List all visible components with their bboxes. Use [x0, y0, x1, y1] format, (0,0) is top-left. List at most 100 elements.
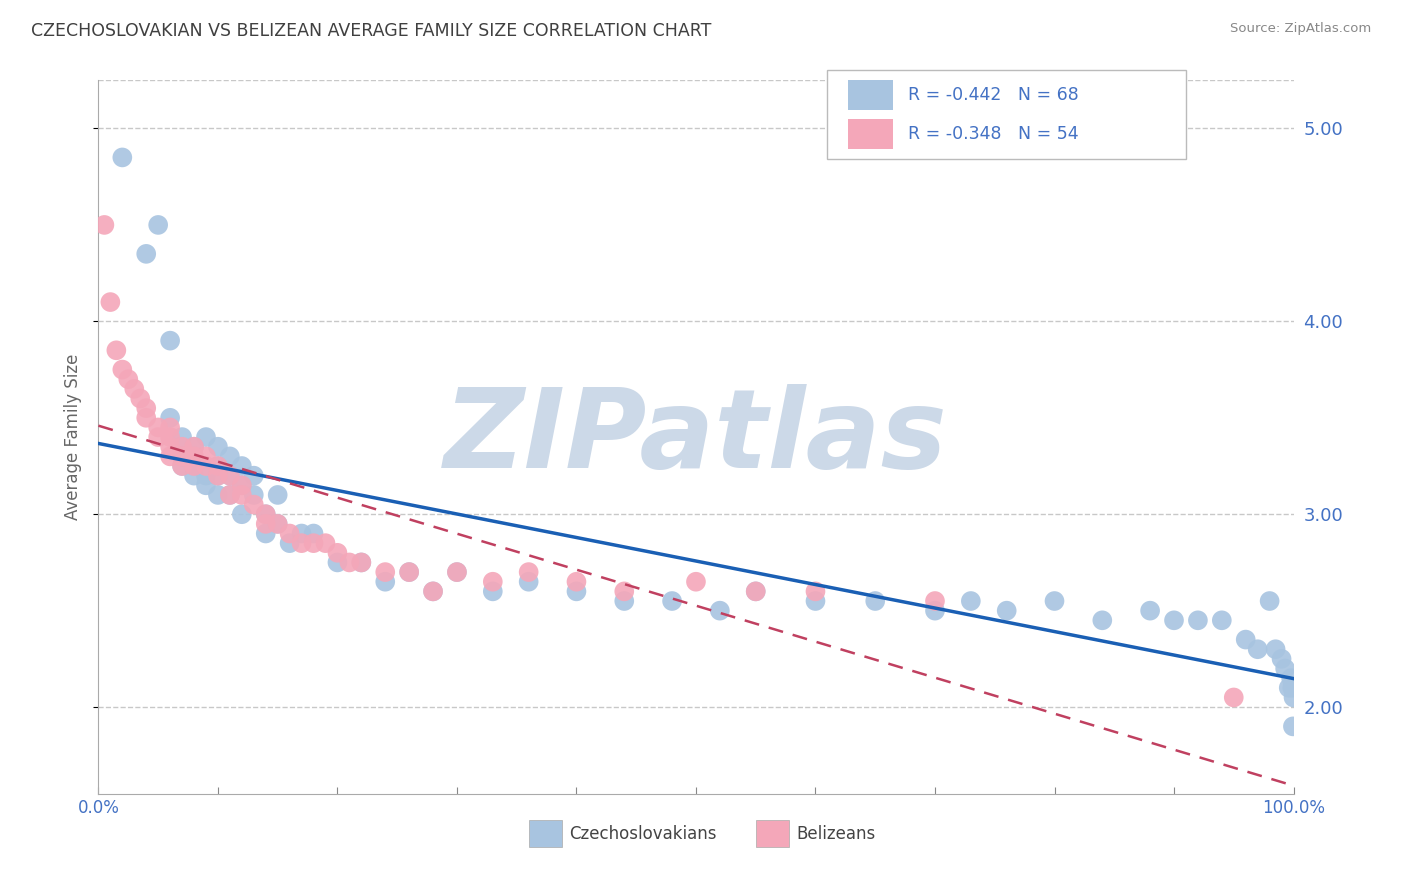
Point [1139, 604, 1161, 618]
Point [267, 516, 290, 531]
Point [93, 218, 115, 232]
Point [111, 150, 134, 164]
Point [207, 488, 229, 502]
Text: CZECHOSLOVAKIAN VS BELIZEAN AVERAGE FAMILY SIZE CORRELATION CHART: CZECHOSLOVAKIAN VS BELIZEAN AVERAGE FAMI… [31, 22, 711, 40]
Y-axis label: Average Family Size: Average Family Size [65, 354, 83, 520]
Point [195, 468, 218, 483]
Point [517, 574, 540, 589]
Point [172, 450, 194, 464]
Point [446, 565, 468, 579]
Point [291, 526, 314, 541]
Point [1279, 671, 1302, 685]
Point [350, 556, 373, 570]
Point [148, 218, 170, 232]
Point [135, 401, 157, 416]
Point [924, 594, 946, 608]
Point [207, 468, 229, 483]
Point [172, 458, 194, 473]
Point [302, 526, 325, 541]
Point [243, 498, 266, 512]
Point [195, 430, 218, 444]
Point [183, 458, 205, 473]
FancyBboxPatch shape [529, 821, 562, 847]
Point [183, 458, 205, 473]
Point [565, 574, 588, 589]
Point [398, 565, 420, 579]
Point [1091, 613, 1114, 627]
Point [111, 362, 134, 376]
Point [960, 594, 983, 608]
Point [172, 450, 194, 464]
Point [254, 507, 277, 521]
Point [254, 526, 277, 541]
Point [159, 420, 181, 434]
Point [350, 556, 373, 570]
Point [422, 584, 444, 599]
Point [326, 556, 349, 570]
Text: Source: ZipAtlas.com: Source: ZipAtlas.com [1230, 22, 1371, 36]
Point [995, 604, 1018, 618]
Point [278, 526, 301, 541]
Point [231, 478, 253, 492]
Point [1282, 719, 1305, 733]
Point [745, 584, 768, 599]
Point [278, 536, 301, 550]
Point [804, 584, 827, 599]
Point [231, 478, 253, 492]
Text: Czechoslovakians: Czechoslovakians [569, 825, 717, 843]
Point [207, 458, 229, 473]
Point [804, 594, 827, 608]
Point [183, 440, 205, 454]
Point [1211, 613, 1233, 627]
Point [195, 478, 218, 492]
Point [315, 536, 337, 550]
Point [172, 430, 194, 444]
Point [267, 516, 290, 531]
Point [924, 604, 946, 618]
Point [219, 468, 242, 483]
Point [1234, 632, 1257, 647]
Point [374, 574, 396, 589]
Point [709, 604, 731, 618]
Point [326, 546, 349, 560]
Point [129, 392, 152, 406]
Point [195, 450, 218, 464]
Point [267, 488, 290, 502]
Point [254, 516, 277, 531]
Point [661, 594, 683, 608]
Point [117, 372, 139, 386]
Point [1278, 681, 1301, 695]
Point [1043, 594, 1066, 608]
Text: R = -0.442   N = 68: R = -0.442 N = 68 [907, 87, 1078, 104]
Point [159, 450, 181, 464]
Point [219, 488, 242, 502]
Point [219, 450, 242, 464]
Point [745, 584, 768, 599]
Point [1247, 642, 1270, 657]
Point [231, 507, 253, 521]
Point [565, 584, 588, 599]
Point [172, 458, 194, 473]
Point [291, 536, 314, 550]
FancyBboxPatch shape [756, 821, 789, 847]
Point [219, 488, 242, 502]
Point [207, 468, 229, 483]
Point [183, 450, 205, 464]
Point [195, 458, 218, 473]
Point [613, 594, 636, 608]
Point [159, 334, 181, 348]
Point [148, 430, 170, 444]
Point [254, 507, 277, 521]
Point [105, 343, 128, 358]
Point [865, 594, 887, 608]
Point [219, 468, 242, 483]
Text: Belizeans: Belizeans [796, 825, 876, 843]
Point [159, 430, 181, 444]
Point [1258, 594, 1281, 608]
Point [1187, 613, 1209, 627]
Point [302, 536, 325, 550]
Point [481, 574, 505, 589]
Point [98, 295, 122, 310]
Point [398, 565, 420, 579]
Point [159, 440, 181, 454]
